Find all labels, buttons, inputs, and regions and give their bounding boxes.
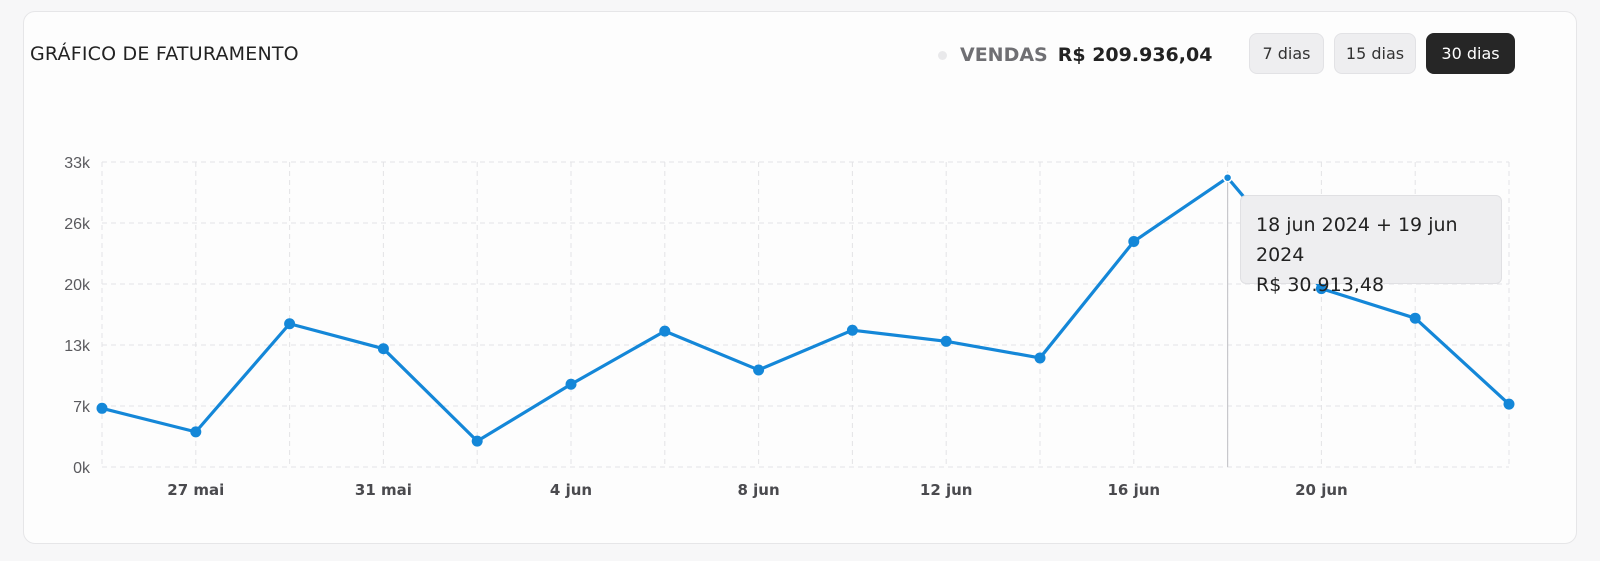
data-point[interactable] bbox=[753, 364, 765, 376]
range-30-days-button[interactable]: 30 dias bbox=[1426, 33, 1515, 74]
data-point[interactable] bbox=[940, 335, 952, 347]
sales-total: R$ 209.936,04 bbox=[1057, 44, 1213, 66]
x-tick-label: 27 mai bbox=[167, 481, 224, 499]
data-point[interactable] bbox=[1503, 398, 1515, 410]
y-tick-label: 20k bbox=[64, 277, 91, 294]
data-point[interactable] bbox=[377, 343, 389, 355]
x-tick-label: 16 jun bbox=[1107, 481, 1160, 499]
x-tick-label: 4 jun bbox=[550, 481, 592, 499]
data-point[interactable] bbox=[1315, 283, 1327, 295]
legend-dot-icon bbox=[938, 50, 947, 60]
data-point[interactable] bbox=[1128, 235, 1140, 247]
data-point[interactable] bbox=[1222, 172, 1233, 183]
x-tick-label: 8 jun bbox=[738, 481, 780, 499]
sales-label: VENDAS bbox=[960, 44, 1048, 66]
sales-summary: VENDAS R$ 209.936,04 bbox=[938, 41, 1212, 69]
range-15-days-button[interactable]: 15 dias bbox=[1334, 33, 1416, 74]
x-tick-label: 31 mai bbox=[355, 481, 412, 499]
chart-title: GRÁFICO DE FATURAMENTO bbox=[30, 43, 299, 65]
data-point[interactable] bbox=[846, 324, 858, 336]
y-tick-label: 13k bbox=[64, 338, 91, 355]
data-point[interactable] bbox=[284, 318, 296, 330]
chart-tooltip: 18 jun 2024 + 19 jun 2024 R$ 30.913,48 bbox=[1240, 195, 1502, 296]
y-tick-label: 0k bbox=[73, 460, 91, 477]
y-tick-label: 26k bbox=[64, 216, 91, 233]
data-point[interactable] bbox=[565, 378, 577, 390]
data-point[interactable] bbox=[1034, 352, 1046, 364]
x-tick-label: 20 jun bbox=[1295, 481, 1348, 499]
data-point[interactable] bbox=[659, 325, 671, 337]
data-point[interactable] bbox=[190, 426, 202, 438]
range-7-days-button[interactable]: 7 dias bbox=[1249, 33, 1324, 74]
y-tick-label: 33k bbox=[64, 155, 91, 172]
data-point[interactable] bbox=[471, 435, 483, 447]
data-point[interactable] bbox=[1409, 312, 1421, 324]
x-tick-label: 12 jun bbox=[920, 481, 973, 499]
tooltip-date: 18 jun 2024 + 19 jun 2024 bbox=[1256, 214, 1458, 266]
y-tick-label: 7k bbox=[73, 399, 91, 416]
tooltip-value: R$ 30.913,48 bbox=[1256, 274, 1385, 296]
data-point[interactable] bbox=[96, 402, 108, 414]
